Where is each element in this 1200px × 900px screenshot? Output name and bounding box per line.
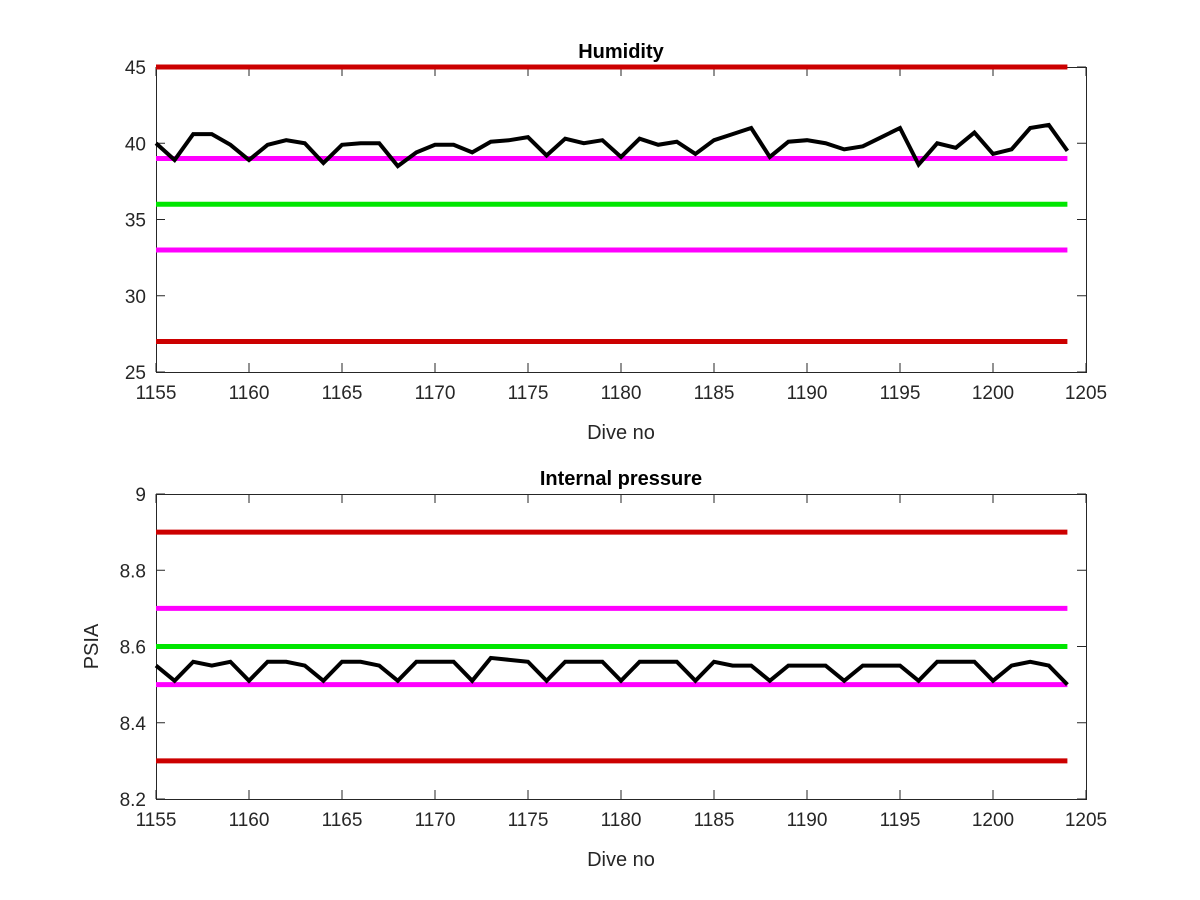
data-series-line: [154, 122, 1070, 169]
data-series-line: [154, 655, 1069, 687]
x-tick-label: 1195: [880, 383, 921, 404]
x-tick-label: 1165: [322, 810, 363, 831]
y-tick-label: 30: [125, 287, 146, 308]
x-tick-label: 1185: [694, 383, 735, 404]
x-tick-label: 1190: [787, 383, 828, 404]
x-tick-label: 1205: [1065, 810, 1107, 831]
x-tick-label: 1195: [880, 810, 921, 831]
x-tick-label: 1180: [601, 383, 642, 404]
x-tick-label: 1175: [508, 383, 549, 404]
x-tick-label: 1200: [972, 810, 1014, 831]
y-tick-label: 40: [125, 134, 146, 155]
y-tick-label: 25: [125, 363, 146, 384]
y-tick-label: 35: [125, 211, 146, 232]
x-tick-label: 1160: [229, 383, 270, 404]
x-tick-label: 1190: [787, 810, 828, 831]
x-tick-label: 1165: [322, 383, 363, 404]
x-tick-label: 1200: [972, 383, 1014, 404]
x-tick-label: 1180: [601, 810, 642, 831]
x-tick-label: 1185: [694, 810, 735, 831]
x-tick-label: 1170: [415, 810, 456, 831]
x-tick-label: 1170: [415, 383, 456, 404]
internal-pressure-panel: 1155 1160 1165 1170 1175 1180 1185 1190 1195 1200…: [81, 468, 1107, 871]
axes-box: [156, 67, 1087, 373]
y-tick-label: 9: [135, 485, 146, 506]
y-tick-label: 8.2: [120, 790, 146, 811]
humidity-panel: 1155 1160 1165 1170 1175 1180 1185 1190 1195 1200…: [125, 41, 1107, 444]
x-tick-label: 1155: [136, 810, 177, 831]
y-tick-label: 8.8: [120, 561, 146, 582]
x-tick-label: 1155: [136, 383, 177, 404]
y-tick-label: 8.4: [120, 714, 147, 735]
chart-title: Humidity: [578, 41, 664, 63]
x-tick-label: 1160: [229, 810, 270, 831]
y-tick-label: 45: [125, 58, 146, 79]
y-axis-label: PSIA: [81, 623, 103, 669]
y-tick-label: 8.6: [120, 638, 146, 659]
x-tick-label: 1205: [1065, 383, 1107, 404]
chart-title: Internal pressure: [540, 468, 702, 490]
x-axis-label: Dive no: [587, 849, 655, 871]
x-tick-label: 1175: [508, 810, 549, 831]
x-axis-label: Dive no: [587, 422, 655, 444]
